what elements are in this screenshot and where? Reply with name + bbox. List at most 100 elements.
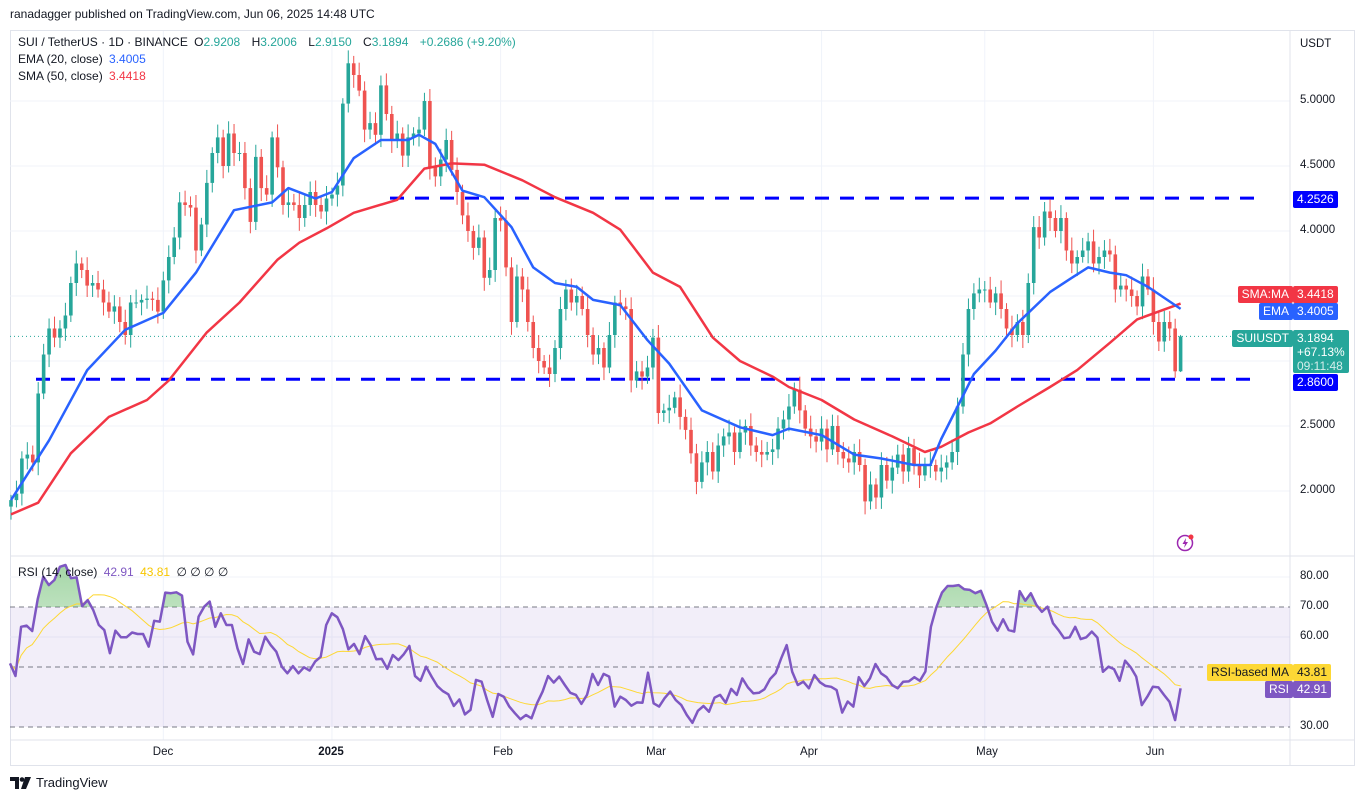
candle-body [150,298,155,300]
candle-body [585,309,590,335]
candle [531,315,536,359]
sma-value-badge: 3.4418 [1293,286,1338,303]
candle-body [749,426,753,446]
candle-body [645,367,650,377]
candle-body [237,153,242,154]
candle-body [961,354,965,407]
candle [264,175,269,202]
candle [776,417,780,459]
candle-body [1167,322,1172,329]
candle-body [1026,283,1031,335]
candle-body [1091,241,1096,264]
candle-body [63,315,68,329]
candle-body [662,410,666,413]
candle [700,451,704,489]
candle-body [215,137,220,153]
candle-body [574,296,579,303]
candle-body [939,467,944,472]
candle-body [406,137,410,156]
candle [422,92,427,137]
rsi-legend-value: 42.91 [103,565,134,579]
candle-body [863,465,867,502]
candle [651,328,655,380]
candle [254,144,258,230]
candle [1140,263,1145,320]
candle-body [765,452,769,455]
currency-label[interactable]: USDT [1300,38,1332,50]
candle-body [1070,250,1074,264]
candle [1091,229,1096,273]
candle [1037,216,1041,249]
ema-legend[interactable]: EMA (20, close) 3.4005 [18,52,146,66]
candle-body [830,426,835,450]
candle [406,124,410,167]
candle-body [515,276,519,322]
tradingview-logo[interactable]: TradingView [10,775,108,790]
candle-body [41,354,46,394]
candle-body [145,298,149,300]
candle-body [564,289,568,309]
candle [1004,303,1009,339]
candle [972,283,976,320]
candle-body [814,436,818,442]
candle-body [1021,322,1025,335]
candle-body [390,114,394,140]
candle [47,318,51,368]
candle [558,296,563,360]
flash-icon[interactable] [1176,533,1194,552]
candle-body [248,188,253,222]
candle-body [885,465,889,481]
candle-body [547,367,552,374]
candle [221,129,225,179]
candle [400,127,405,168]
candle [433,157,438,187]
candle-body [640,371,644,377]
candle-body [1162,322,1167,342]
candle [716,433,720,483]
candle-body [520,276,525,290]
rsi-legend[interactable]: RSI (14, close) 42.91 43.81 ∅ ∅ ∅ ∅ [18,565,229,579]
candle [177,192,182,250]
ema-legend-value: 3.4005 [109,52,146,66]
candle [743,419,748,445]
candle-body [934,465,938,472]
candle-body [569,289,574,303]
candle-body [275,137,280,168]
candle [139,294,144,316]
candle-body [1075,257,1080,264]
candle [1108,238,1112,262]
candle-body [591,335,595,355]
candle-body [74,263,79,283]
candle [868,471,873,510]
candle [1086,232,1090,264]
candle [585,296,590,348]
brand-name: TradingView [36,775,108,790]
candle [1080,237,1085,263]
candle-body [683,416,688,430]
candle-body [417,129,421,134]
candle-body [955,406,960,452]
candle [852,443,856,475]
candle-body [1151,289,1156,322]
candle-body [602,348,606,368]
candle-body [411,133,416,138]
candle-body [1124,285,1128,290]
candle [379,75,383,148]
high-value: 3.2006 [260,35,297,49]
chart-frame[interactable] [10,30,1355,766]
candle-body [607,335,612,368]
candle-body [422,101,427,130]
candle [63,302,68,341]
candle-body [156,299,160,312]
sma-legend[interactable]: SMA (50, close) 3.4418 [18,69,146,83]
candle [41,343,46,400]
candle-body [993,293,998,303]
candle [297,193,302,231]
candle-body [759,452,764,455]
candle-body [509,267,514,322]
candle [640,361,644,390]
candle-body [1004,309,1009,329]
candle-body [395,133,400,140]
candle-body [906,448,911,472]
